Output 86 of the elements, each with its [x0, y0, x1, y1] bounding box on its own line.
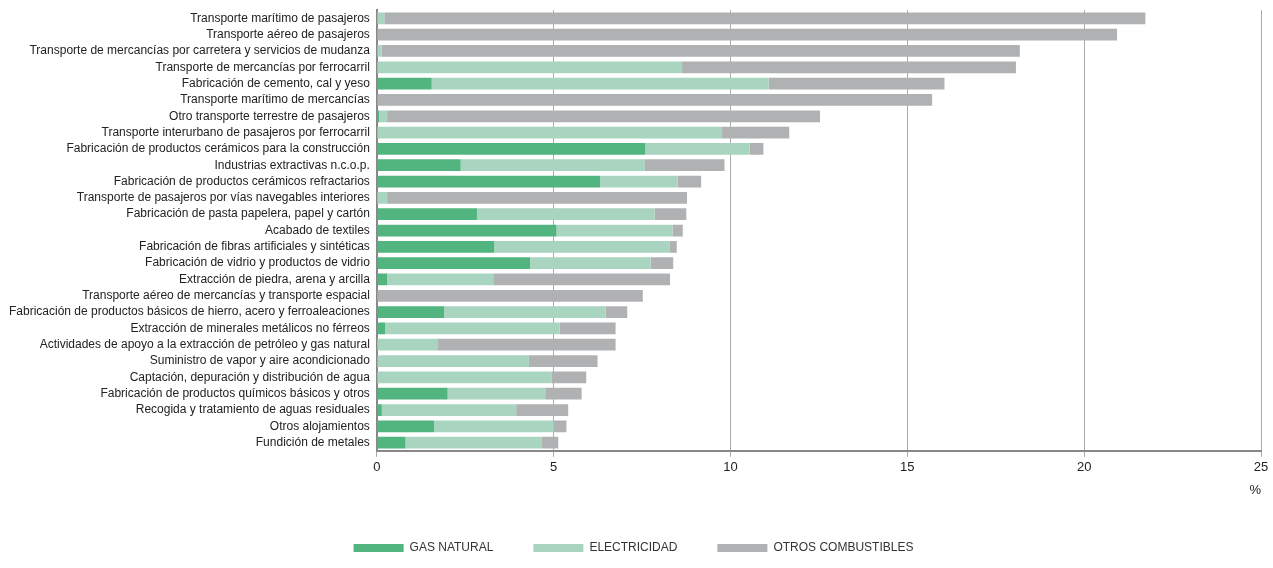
bar [377, 61, 683, 74]
bar [377, 273, 388, 286]
y-tick-label: Transporte marítimo de pasajeros [190, 10, 370, 25]
bar [377, 322, 385, 335]
bar [377, 208, 477, 221]
y-tick-label: Acabado de textiles [265, 222, 370, 237]
bar [377, 45, 382, 57]
legend-label: ELECTRICIDAD [589, 540, 678, 555]
bar [559, 322, 616, 335]
y-tick-label: Transporte interurbano de pasajeros por ferrocarril [101, 124, 370, 139]
bar [377, 355, 529, 367]
bar [377, 338, 439, 351]
bar [444, 306, 606, 318]
y-tick-label: Transporte aéreo de mercancías y transporte espacial [82, 288, 370, 303]
bar [677, 175, 702, 188]
bar [377, 12, 385, 25]
y-tick-label: Suministro de vapor y aire acondicionado [149, 353, 371, 368]
y-tick-label: Fabricación de productos químicos básicos y otros [100, 386, 370, 400]
y-tick-label: Transporte de mercancías por ferrocarril [155, 59, 370, 74]
y-tick-label: Fabricación de productos básicos de hierro, acero y ferroaleaciones [8, 304, 370, 319]
y-tick-label: Fabricación de productos cerámicos para la construcción [66, 141, 370, 156]
bar [600, 175, 678, 188]
bar [387, 273, 494, 286]
bar [381, 404, 517, 416]
y-tick-label: Otro transporte terrestre de pasajeros [169, 108, 370, 123]
bar [377, 159, 461, 172]
y-tick-label: Fundición de metales [255, 434, 370, 449]
bar [385, 322, 560, 335]
bar [377, 420, 435, 433]
y-tick-label: Otros alojamientos [269, 418, 370, 433]
bar [377, 257, 530, 270]
bar [377, 126, 723, 139]
bar [654, 208, 687, 221]
bar [377, 77, 432, 90]
y-tick-label: Extracción de minerales metálicos no férreos [130, 320, 370, 335]
x-tick-label: 15 [900, 459, 915, 475]
bar [605, 306, 628, 318]
bar [377, 240, 495, 253]
bar [377, 191, 388, 204]
y-tick-label: Captación, depuración y distribución de agua [129, 369, 371, 384]
bar [494, 240, 670, 253]
bar [434, 420, 554, 433]
bar [749, 143, 764, 155]
bar [431, 77, 769, 90]
y-tick-label: Fabricación de cemento, cal y yeso [181, 75, 371, 90]
bar [405, 436, 543, 449]
y-tick-label: Fabricación de pasta papelera, papel y cartón [126, 206, 370, 221]
y-tick-label: Recogida y tratamiento de aguas residuales [135, 402, 370, 417]
y-tick-label: Transporte de mercancías por carretera y servicios de mudanza [29, 43, 371, 58]
x-tick-label: 25 [1253, 459, 1269, 475]
bar [529, 257, 651, 270]
bar [377, 224, 557, 237]
bar [476, 208, 655, 221]
y-tick-label: Actividades de apoyo a la extracción de petróleo y gas natural [39, 337, 370, 352]
x-tick-label: 0 [373, 459, 381, 475]
bar [377, 436, 406, 449]
y-tick-label: Industrias extractivas n.c.o.p. [214, 157, 370, 172]
y-tick-label: Transporte marítimo de mercancías [180, 92, 370, 107]
legend-label: GAS NATURAL [409, 540, 494, 555]
bar [378, 110, 388, 123]
bar [644, 159, 725, 172]
y-tick-label: Extracción de piedra, arena y arcilla [179, 271, 371, 286]
y-tick-label: Fabricación de productos cerámicos refractarios [113, 173, 370, 188]
bar [460, 159, 645, 172]
legend-label: OTROS COMBUSTIBLES [773, 540, 914, 555]
bar [377, 371, 552, 384]
y-tick-label: Transporte de pasajeros por vías navegables interiores [76, 190, 370, 205]
bar [377, 404, 382, 416]
bar [645, 143, 750, 155]
bar [377, 143, 646, 155]
x-tick-label: 5 [550, 459, 558, 475]
y-tick-label: Transporte aéreo de pasajeros [206, 26, 370, 41]
bar [556, 224, 673, 237]
x-axis-title: % [1249, 481, 1262, 497]
y-tick-label: Fabricación de fibras artificiales y sintéticas [139, 239, 370, 254]
bar [669, 240, 677, 253]
bar [672, 224, 683, 237]
y-tick-label: Fabricación de vidrio y productos de vidrio [145, 255, 371, 270]
x-tick-label: 20 [1076, 459, 1092, 475]
bar [377, 387, 448, 400]
bar [377, 175, 601, 188]
bar [553, 420, 567, 433]
bar [447, 387, 546, 400]
x-tick-label: 10 [723, 459, 738, 475]
bar [650, 257, 674, 270]
bar [377, 306, 445, 318]
